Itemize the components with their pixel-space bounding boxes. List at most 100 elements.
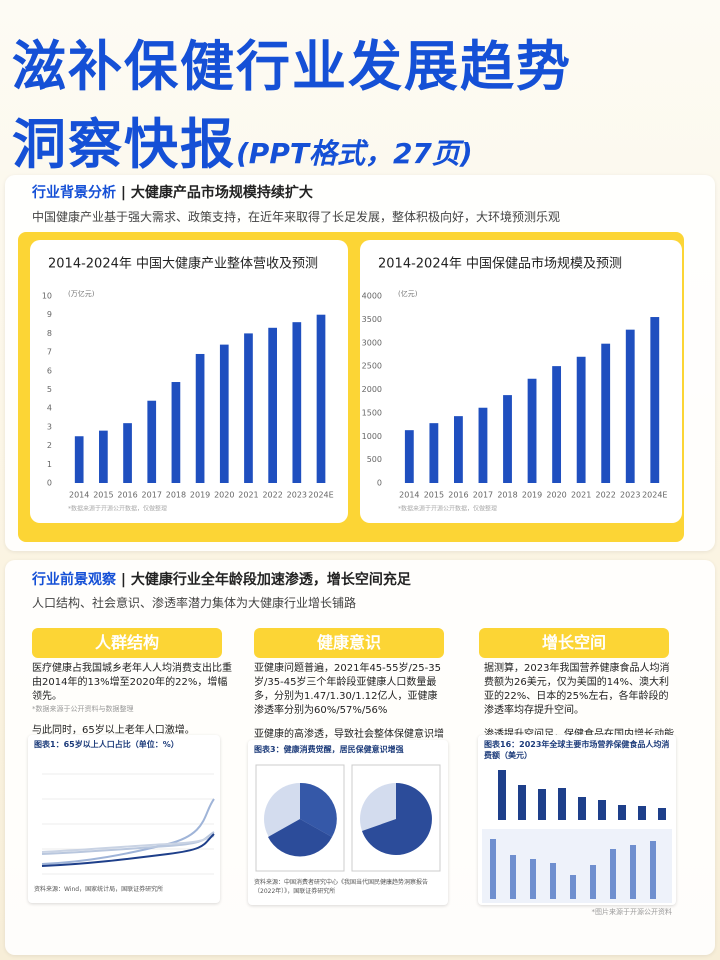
figure-title: 图表16：2023年全球主要市场营养保健食品人均消费额（美元） (484, 740, 670, 760)
x-tick-label: 2015 (424, 491, 444, 500)
paragraph: 医疗健康占我国城乡老年人人均消费支出比重由2014年的13%增至2020年的22… (32, 663, 232, 702)
y-tick-label: 6 (47, 366, 52, 375)
pie-shape (268, 819, 332, 857)
x-tick-label: 2023 (620, 491, 640, 500)
bar (404, 430, 414, 483)
column-header: 增长空间 (479, 628, 669, 658)
figure: 图表16：2023年全球主要市场营养保健食品人均消费额（美元） *图片来源于开源… (478, 735, 676, 916)
bar (123, 423, 132, 483)
y-tick-label: 9 (47, 310, 52, 319)
x-tick-label: 2021 (571, 491, 591, 500)
bar (576, 356, 586, 483)
y-tick-label: 5 (47, 385, 52, 394)
bar (147, 400, 157, 483)
x-tick-label: 2017 (142, 491, 162, 500)
x-tick-label: 2019 (190, 491, 210, 500)
x-tick-label: 2016 (117, 491, 137, 500)
figure-illustration (255, 764, 441, 872)
line (41, 835, 215, 853)
bar (219, 344, 229, 483)
figure-title: 图表1：65岁以上人口占比（单位：%） (34, 740, 179, 749)
y-tick-label: 10 (42, 292, 52, 301)
section-tag: 行业前景观察 (32, 572, 116, 588)
x-tick-label: 2017 (473, 491, 493, 500)
bar (454, 416, 463, 483)
x-tick-label: 2024E (642, 491, 667, 500)
frame (351, 764, 441, 872)
bar (625, 329, 635, 483)
bar (244, 333, 253, 483)
paragraph: 亚健康问题普遍，2021年45-55岁/25-35岁/35-45岁三个年龄段亚健… (254, 663, 441, 716)
bar (650, 317, 660, 483)
main-title-line: 洞察快报 (12, 113, 236, 176)
chart-title: 2014-2024年 中国大健康产业整体营收及预测 (48, 256, 318, 272)
x-tick-label: 2018 (166, 491, 186, 500)
y-tick-label: 1 (47, 460, 52, 469)
section-heading: 行业前景观察 | 大健康行业全年龄段加速渗透，增长空间充足 (32, 572, 411, 588)
bar (503, 395, 512, 483)
bar (429, 423, 439, 483)
y-tick-label: 1500 (362, 408, 382, 417)
y-tick-label: 1000 (362, 432, 382, 441)
source-note: *数据来源于公开资料与数据整理 (32, 705, 134, 713)
y-tick-label: 7 (47, 348, 52, 357)
section-title: 大健康行业全年龄段加速渗透，增长空间充足 (130, 572, 411, 588)
section-subtitle: 人口结构、社会意识、渗透率潜力集体为大健康行业增长铺路 (32, 596, 357, 610)
figure-illustration (41, 773, 215, 875)
main-title: 滋补保健行业发展趋势 (12, 35, 572, 98)
source-note: *图片来源于开源公开资料 (591, 908, 673, 916)
bar-group (490, 839, 656, 899)
bar (478, 407, 488, 483)
title-suffix: (PPT格式，27页) (236, 137, 473, 170)
unit-label: (亿元) (398, 289, 418, 298)
x-tick-label: 2019 (522, 491, 542, 500)
y-tick-label: 8 (47, 329, 52, 338)
bar (552, 366, 562, 483)
chart: 2014-2024年 中国保健品市场规模及预测 (亿元) 0 500 1000 1500 2… (360, 240, 682, 523)
section-tag: 行业背景分析 (32, 185, 116, 201)
y-tick-label: 0 (47, 479, 52, 488)
y-tick-label: 3000 (362, 338, 382, 347)
unit-label: (万亿元) (68, 289, 95, 298)
x-tick-label: 2023 (287, 491, 307, 500)
line (41, 798, 215, 865)
bar (99, 430, 108, 483)
y-tick-label: 2000 (362, 385, 382, 394)
column-header: 人群结构 (32, 628, 222, 658)
x-tick-label: 2014 (69, 491, 89, 500)
x-tick-label: 2015 (93, 491, 113, 500)
y-tick-label: 0 (377, 479, 382, 488)
y-tick-label: 2 (47, 441, 52, 450)
section-title: 大健康产品市场规模持续扩大 (130, 185, 313, 201)
figure-source: 资料来源：中国消费者研究中心《我国当代国民健康趋势洞察报告（2022年）》，国联… (254, 879, 429, 895)
figure-illustration (482, 770, 672, 903)
grid (42, 773, 214, 875)
source-note: *数据来源于开源公开数据，仅做整理 (68, 505, 167, 513)
main-title: 洞察快报(PPT格式，27页) (12, 100, 473, 179)
chart-title: 2014-2024年 中国保健品市场规模及预测 (378, 256, 622, 272)
x-tick-label: 2016 (448, 491, 468, 500)
bar (171, 382, 181, 483)
section-heading: 行业背景分析 | 大健康产品市场规模持续扩大 (32, 185, 313, 201)
bar-group (498, 770, 666, 820)
y-tick-label: 3 (47, 422, 52, 431)
x-tick-label: 2024E (308, 491, 333, 500)
column-text: 医疗健康占我国城乡老年人人均消费支出比重由2014年的13%增至2020年的22… (32, 662, 232, 738)
pie-shape (362, 783, 432, 855)
bar (268, 327, 277, 483)
section-subtitle: 中国健康产业基于强大需求、政策支持，在近年来取得了长足发展，整体积极向好，大环境… (32, 210, 561, 224)
figure-source: 资料来源：Wind，国家统计局，国联证券研究所 (34, 886, 164, 893)
x-tick-label: 2018 (497, 491, 517, 500)
figure: 图表3：健康消费觉醒，居民保健意识增强 资料来源：中国消费者研究中心《我国当代国… (248, 740, 448, 905)
bar (316, 314, 326, 483)
y-tick-label: 4000 (362, 292, 382, 301)
figure-title: 图表3：健康消费觉醒，居民保健意识增强 (254, 745, 404, 754)
source-note: *数据来源于开源公开数据，仅做整理 (398, 505, 497, 513)
bar (601, 343, 611, 483)
x-tick-label: 2022 (596, 491, 616, 500)
paragraph: 据测算，2023年我国营养健康食品人均消费额为26美元，仅为美国的14%、澳大利… (484, 663, 670, 716)
x-tick-label: 2022 (262, 491, 282, 500)
x-tick-label: 2020 (214, 491, 234, 500)
bar (527, 378, 537, 483)
paragraph: 与此同时，65岁以上老年人口激增。 (32, 725, 195, 736)
